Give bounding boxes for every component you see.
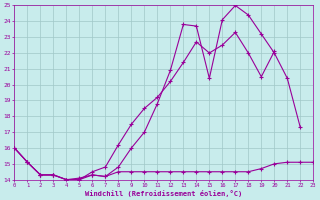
X-axis label: Windchill (Refroidissement éolien,°C): Windchill (Refroidissement éolien,°C)	[85, 190, 243, 197]
